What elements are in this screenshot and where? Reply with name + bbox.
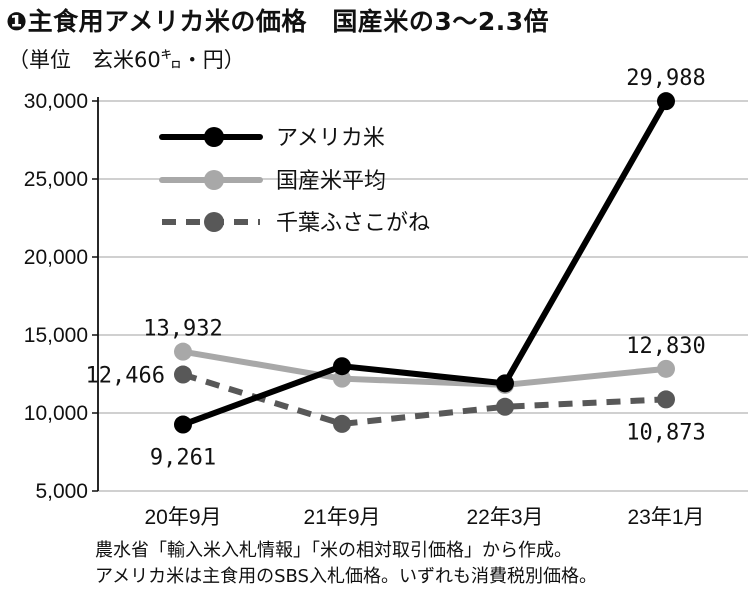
y-axis-ticks: 5,000 10,000 15,000 20,000 25,000 30,000 xyxy=(24,90,88,503)
data-label: 9,261 xyxy=(150,446,216,471)
legend-swatch-marker xyxy=(204,170,224,190)
data-label: 10,873 xyxy=(626,420,705,445)
data-point xyxy=(174,365,192,384)
legend-swatch-marker xyxy=(204,212,224,232)
chart-title: ❶主食用アメリカ米の価格 国産米の3〜2.3倍 xyxy=(6,7,550,36)
source-notes: 農水省「輸入米入札情報」「米の相対取引価格」から作成。 アメリカ米は主食用のSB… xyxy=(95,538,597,590)
data-labels: 9,261 29,988 13,932 12,830 12,466 10,873 xyxy=(86,66,706,470)
data-point xyxy=(333,414,351,433)
unit-label: （単位 玄米60㌔・円） xyxy=(8,48,245,72)
data-label: 12,466 xyxy=(86,364,165,389)
data-point xyxy=(174,342,192,361)
x-tick-label: 21年9月 xyxy=(303,506,380,529)
explanation-note: アメリカ米は主食用のSBS入札価格。いずれも消費税別価格。 xyxy=(95,566,597,587)
y-tick-label: 30,000 xyxy=(24,90,88,113)
x-tick-label: 20年9月 xyxy=(144,506,221,529)
source-note: 農水省「輸入米入札情報」「米の相対取引価格」から作成。 xyxy=(95,540,572,561)
data-point xyxy=(333,357,351,376)
data-label: 12,830 xyxy=(626,334,705,359)
data-point xyxy=(496,397,514,416)
data-label: 29,988 xyxy=(626,66,705,91)
axes xyxy=(92,97,99,492)
data-point xyxy=(657,92,675,111)
x-axis-ticks: 20年9月 21年9月 22年3月 23年1月 xyxy=(144,506,704,529)
legend-label: 千葉ふさこがね xyxy=(276,211,430,236)
y-tick-label: 25,000 xyxy=(24,168,88,191)
x-tick-label: 23年1月 xyxy=(627,506,704,529)
data-point xyxy=(333,369,351,388)
legend-label: 国産米平均 xyxy=(276,169,386,194)
series-line-2 xyxy=(182,371,667,427)
y-tick-label: 5,000 xyxy=(35,480,88,503)
series-line-0 xyxy=(180,98,669,428)
y-tick-label: 20,000 xyxy=(24,246,88,269)
legend-label: アメリカ米 xyxy=(276,126,385,151)
data-point xyxy=(657,359,675,378)
y-tick-label: 10,000 xyxy=(24,402,88,425)
data-point xyxy=(496,374,514,393)
series-line-1 xyxy=(180,348,669,388)
legend-swatch-marker xyxy=(204,127,224,147)
x-tick-label: 22年3月 xyxy=(466,506,543,529)
data-point xyxy=(174,415,192,434)
data-label: 13,932 xyxy=(143,317,222,342)
y-tick-label: 15,000 xyxy=(24,324,88,347)
data-point xyxy=(657,390,675,409)
series-lines xyxy=(174,92,675,434)
